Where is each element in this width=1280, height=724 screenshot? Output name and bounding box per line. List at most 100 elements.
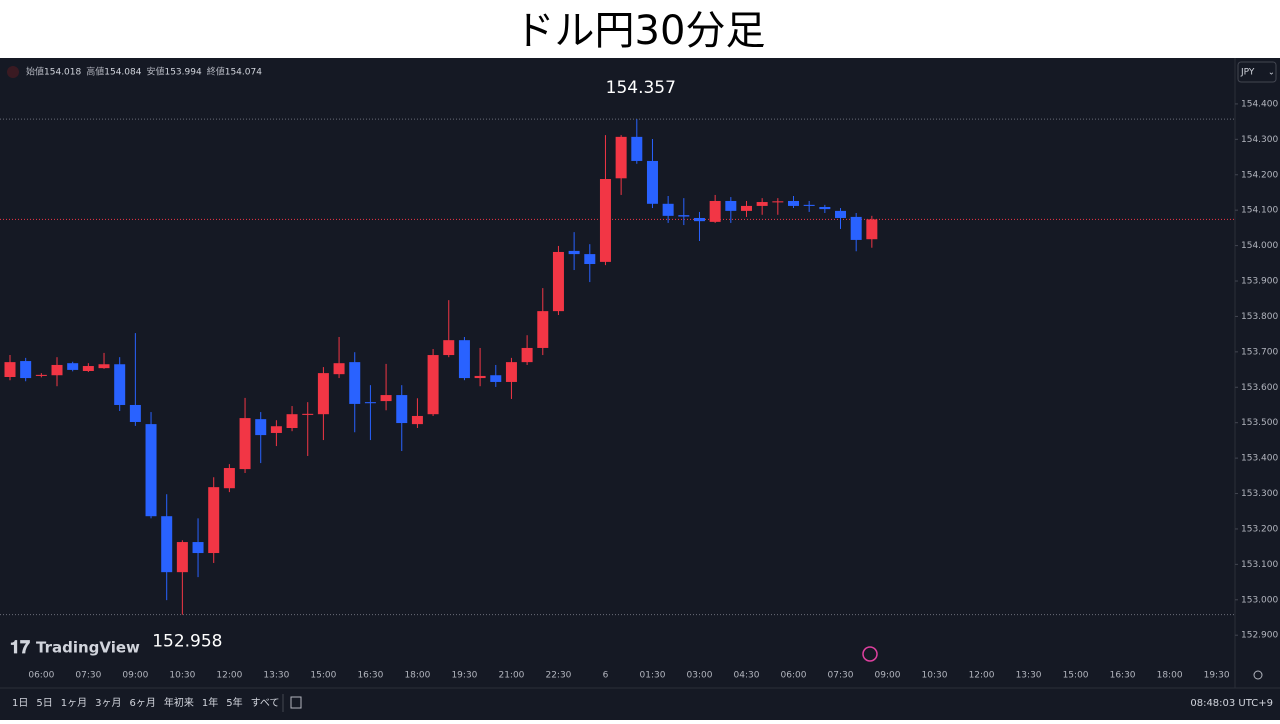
candle-body (443, 340, 455, 356)
candle-body (333, 363, 345, 375)
x-tick-label: 10:30 (169, 671, 195, 681)
y-tick-label: 153.000 (1241, 595, 1278, 605)
candle-body (129, 404, 141, 422)
x-tick-label: 6 (603, 671, 609, 681)
y-tick-label: 154.300 (1241, 135, 1278, 145)
candle-body (803, 204, 815, 206)
x-tick-label: 06:00 (28, 671, 54, 681)
settings-icon[interactable] (1253, 670, 1263, 680)
x-tick-label: 01:30 (640, 671, 666, 681)
legend-value: 154.084 (104, 68, 141, 78)
x-tick-label: 22:30 (545, 671, 571, 681)
candle-body (474, 375, 486, 379)
range-button[interactable]: 6ヶ月 (130, 697, 156, 709)
legend-value: 153.994 (164, 68, 201, 78)
page-title: ドル円30分足 (515, 8, 766, 54)
candle-body (20, 361, 32, 379)
header-bg (0, 0, 1280, 58)
range-button[interactable]: 1ヶ月 (61, 697, 87, 709)
candle-body (725, 200, 737, 211)
candle-body (4, 362, 16, 378)
range-button[interactable]: すべて (251, 697, 280, 709)
x-tick-label: 16:30 (1110, 671, 1136, 681)
candle-body (505, 362, 517, 382)
candle-body (145, 424, 157, 517)
y-tick-label: 154.200 (1241, 170, 1278, 180)
x-tick-label: 19:30 (451, 671, 477, 681)
candle-body (631, 136, 643, 161)
legend-label: 高値 (86, 66, 104, 78)
y-tick-label: 154.400 (1241, 99, 1278, 109)
dropdown-arrow[interactable]: ⌄ (1268, 68, 1275, 77)
x-tick-label: 21:00 (498, 671, 524, 681)
legend-label: 終値 (207, 66, 225, 78)
y-tick-label: 153.100 (1241, 560, 1278, 570)
y-tick-label: 153.700 (1241, 347, 1278, 357)
x-tick-label: 04:30 (734, 671, 760, 681)
range-button[interactable]: 年初来 (164, 696, 194, 709)
y-tick-label: 153.500 (1241, 418, 1278, 428)
candle-body (537, 311, 549, 348)
candle-body (411, 415, 423, 425)
legend-value: 154.074 (225, 68, 262, 78)
candle-body (819, 206, 831, 210)
candle-body (349, 362, 361, 404)
candle-body (286, 414, 298, 429)
candle-body (239, 418, 251, 470)
y-tick-label: 153.800 (1241, 312, 1278, 322)
x-tick-label: 03:00 (687, 671, 713, 681)
candle-body (161, 516, 173, 573)
x-tick-label: 13:30 (1016, 671, 1042, 681)
range-button[interactable]: 1年 (202, 696, 218, 709)
clock: 08:48:03 UTC+9 (1190, 698, 1273, 709)
candle-body (740, 205, 752, 211)
currency[interactable]: JPY (1240, 68, 1255, 78)
y-tick-label: 153.400 (1241, 454, 1278, 464)
y-tick-label: 153.200 (1241, 524, 1278, 534)
low-label: 152.958 (152, 632, 222, 652)
range-button[interactable]: 5年 (226, 696, 242, 709)
candle-body (427, 355, 439, 415)
x-tick-label: 10:30 (922, 671, 948, 681)
candle-body (709, 200, 721, 222)
candle-body (114, 364, 126, 405)
candle-body (599, 179, 611, 262)
candle-body (866, 219, 878, 240)
x-tick-label: 15:00 (310, 671, 336, 681)
alert-icon[interactable] (862, 646, 878, 662)
candle-body (270, 426, 282, 433)
candle-body (192, 542, 204, 554)
candle-body (646, 160, 658, 204)
candle-body (51, 364, 63, 376)
calendar-icon[interactable] (290, 696, 302, 709)
chart-bg (0, 58, 1280, 720)
x-tick-label: 19:30 (1204, 671, 1230, 681)
legend-label: 安値 (146, 66, 164, 78)
range-button[interactable]: 5日 (36, 698, 52, 709)
range-button[interactable]: 1日 (12, 698, 28, 709)
y-tick-label: 153.300 (1241, 489, 1278, 499)
range-button[interactable]: 3ヶ月 (95, 697, 121, 709)
candle-body (584, 254, 596, 265)
candle-body (380, 395, 392, 402)
candle-body (615, 136, 627, 179)
x-tick-label: 12:00 (969, 671, 995, 681)
candle-body (678, 215, 690, 217)
y-tick-label: 152.900 (1241, 631, 1278, 641)
x-tick-label: 07:30 (75, 671, 101, 681)
legend-value: 154.018 (44, 68, 81, 78)
candle-body (255, 419, 267, 436)
x-tick-label: 18:00 (1157, 671, 1183, 681)
candle-body (756, 202, 768, 206)
x-tick-label: 09:00 (122, 671, 148, 681)
y-tick-label: 154.000 (1241, 241, 1278, 251)
x-tick-label: 12:00 (216, 671, 242, 681)
y-tick-label: 153.900 (1241, 277, 1278, 287)
x-tick-label: 07:30 (828, 671, 854, 681)
candle-body (67, 363, 79, 370)
candle-body (35, 374, 47, 376)
x-tick-label: 18:00 (404, 671, 430, 681)
candle-body (364, 402, 376, 404)
currency-box[interactable] (1237, 61, 1277, 83)
logo-mark: 𝟏𝟕 (10, 637, 30, 658)
